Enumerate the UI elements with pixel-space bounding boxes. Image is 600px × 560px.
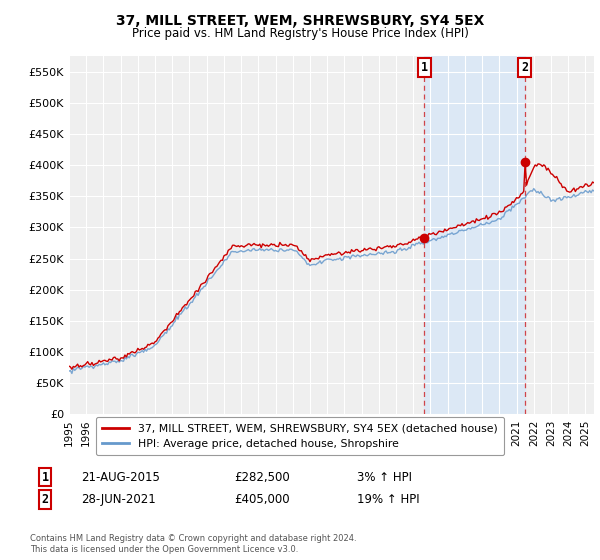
Text: Price paid vs. HM Land Registry's House Price Index (HPI): Price paid vs. HM Land Registry's House … <box>131 27 469 40</box>
Text: 37, MILL STREET, WEM, SHREWSBURY, SY4 5EX: 37, MILL STREET, WEM, SHREWSBURY, SY4 5E… <box>116 14 484 28</box>
Text: 2: 2 <box>41 493 49 506</box>
Text: 19% ↑ HPI: 19% ↑ HPI <box>357 493 419 506</box>
Text: 1: 1 <box>421 62 428 74</box>
Text: 28-JUN-2021: 28-JUN-2021 <box>81 493 156 506</box>
Text: £282,500: £282,500 <box>234 470 290 484</box>
Text: This data is licensed under the Open Government Licence v3.0.: This data is licensed under the Open Gov… <box>30 545 298 554</box>
Legend: 37, MILL STREET, WEM, SHREWSBURY, SY4 5EX (detached house), HPI: Average price, : 37, MILL STREET, WEM, SHREWSBURY, SY4 5E… <box>96 417 504 455</box>
Text: 2: 2 <box>521 62 529 74</box>
Text: £405,000: £405,000 <box>234 493 290 506</box>
Text: 3% ↑ HPI: 3% ↑ HPI <box>357 470 412 484</box>
Bar <box>424 56 525 414</box>
Text: Contains HM Land Registry data © Crown copyright and database right 2024.: Contains HM Land Registry data © Crown c… <box>30 534 356 543</box>
Text: 21-AUG-2015: 21-AUG-2015 <box>81 470 160 484</box>
Text: 1: 1 <box>41 470 49 484</box>
